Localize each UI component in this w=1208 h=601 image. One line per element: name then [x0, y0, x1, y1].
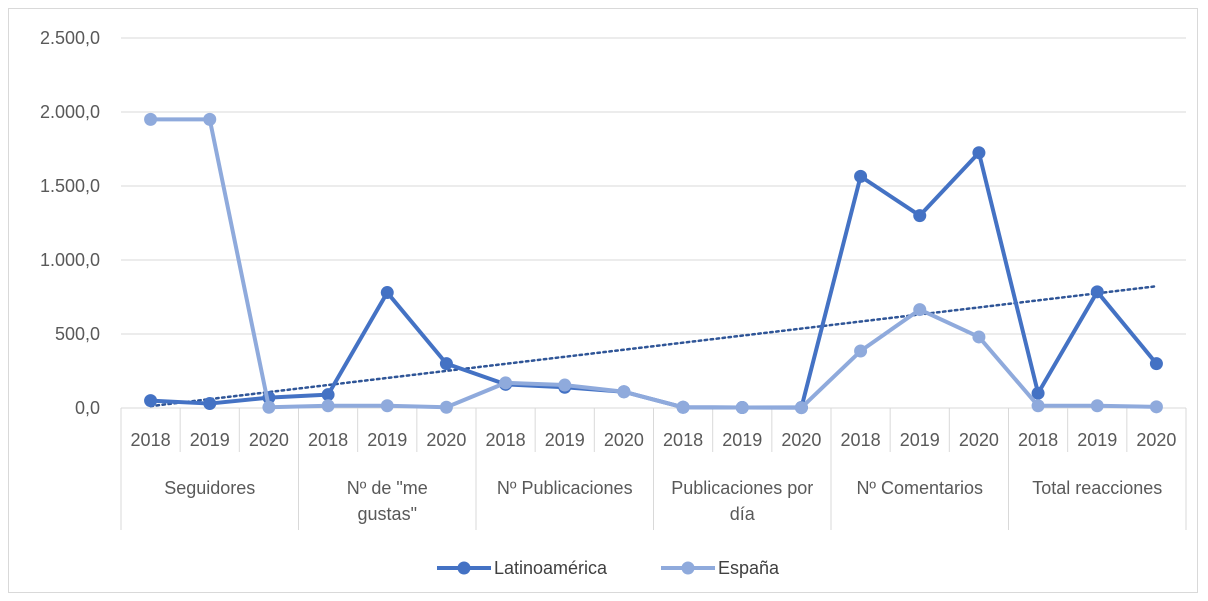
- x-tick-label: 2018: [841, 430, 881, 450]
- data-point: [144, 394, 158, 408]
- y-tick-label: 1.000,0: [40, 250, 100, 270]
- data-point: [558, 378, 572, 392]
- data-point: [321, 399, 335, 413]
- data-point: [203, 112, 217, 126]
- data-point: [203, 397, 217, 411]
- x-tick-label: 2020: [426, 430, 466, 450]
- data-point: [1149, 400, 1163, 414]
- data-point: [1090, 399, 1104, 413]
- legend-label: Latinoamérica: [494, 558, 608, 578]
- x-tick-label: 2020: [781, 430, 821, 450]
- data-point: [972, 146, 986, 160]
- data-point: [1090, 285, 1104, 299]
- data-point: [972, 330, 986, 344]
- y-tick-label: 2.500,0: [40, 28, 100, 48]
- group-label: Publicaciones por: [671, 478, 813, 498]
- group-label: Nº de "me: [347, 478, 428, 498]
- y-tick-label: 1.500,0: [40, 176, 100, 196]
- data-point: [262, 400, 276, 414]
- group-label: día: [730, 504, 756, 524]
- data-point: [794, 401, 808, 415]
- group-label: Nº Comentarios: [856, 478, 983, 498]
- legend-marker: [457, 561, 471, 575]
- data-point: [617, 385, 631, 399]
- x-tick-label: 2020: [1136, 430, 1176, 450]
- data-point: [380, 286, 394, 300]
- y-tick-label: 0,0: [75, 398, 100, 418]
- data-point: [735, 401, 749, 415]
- x-tick-label: 2020: [249, 430, 289, 450]
- x-tick-label: 2018: [1018, 430, 1058, 450]
- data-point: [321, 388, 335, 402]
- x-tick-label: 2019: [722, 430, 762, 450]
- x-tick-label: 2019: [1077, 430, 1117, 450]
- x-tick-label: 2018: [486, 430, 526, 450]
- group-label: gustas": [358, 504, 417, 524]
- data-point: [1031, 386, 1045, 400]
- data-point: [380, 399, 394, 413]
- x-tick-label: 2018: [131, 430, 171, 450]
- data-point: [1149, 357, 1163, 371]
- y-tick-label: 2.000,0: [40, 102, 100, 122]
- group-label: Total reacciones: [1032, 478, 1162, 498]
- x-tick-label: 2019: [900, 430, 940, 450]
- series-line: [150, 117, 1157, 410]
- x-tick-label: 2020: [604, 430, 644, 450]
- x-tick-label: 2018: [663, 430, 703, 450]
- data-point: [913, 303, 927, 317]
- group-label: Seguidores: [164, 478, 255, 498]
- x-tick-label: 2020: [959, 430, 999, 450]
- legend-label: España: [718, 558, 780, 578]
- x-tick-label: 2019: [545, 430, 585, 450]
- data-point: [144, 112, 158, 126]
- data-point: [854, 169, 868, 183]
- chart-area: [8, 8, 1198, 593]
- legend-marker: [681, 561, 695, 575]
- x-tick-label: 2019: [190, 430, 230, 450]
- x-tick-label: 2018: [308, 430, 348, 450]
- data-point: [854, 344, 868, 358]
- data-point: [1031, 399, 1045, 413]
- x-tick-label: 2019: [367, 430, 407, 450]
- trendline: [149, 284, 1158, 408]
- data-point: [676, 400, 690, 414]
- data-point: [913, 209, 927, 223]
- data-point: [439, 400, 453, 414]
- data-point: [439, 357, 453, 371]
- data-point: [499, 376, 513, 390]
- y-tick-label: 500,0: [55, 324, 100, 344]
- group-label: Nº Publicaciones: [497, 478, 633, 498]
